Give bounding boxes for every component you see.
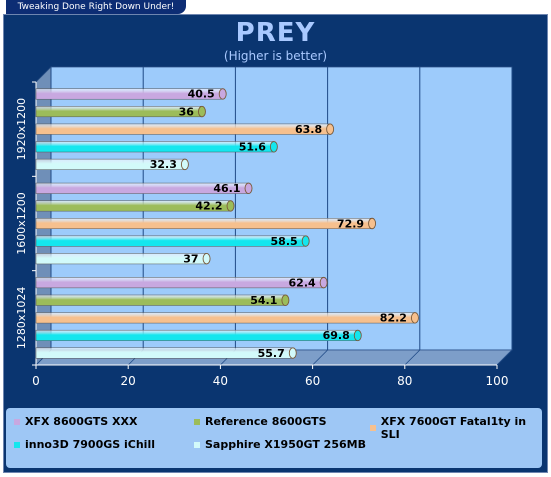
bar-value-label: 72.9 — [337, 217, 364, 230]
bar — [35, 294, 290, 306]
bar-value-label: 54.1 — [250, 294, 277, 307]
legend-item: XFX 8600GTS XXX — [14, 415, 137, 428]
bar — [35, 141, 278, 153]
bar-body — [35, 347, 294, 359]
legend-label: Sapphire X1950GT 256MB — [205, 438, 366, 451]
bar-cap — [218, 88, 227, 100]
chart-subtitle: (Higher is better) — [223, 49, 328, 63]
bar — [35, 253, 211, 265]
bar — [35, 217, 377, 230]
bar — [35, 158, 189, 171]
bar — [35, 347, 297, 359]
legend-swatch — [194, 418, 200, 425]
bar-body — [35, 294, 286, 306]
bar — [35, 276, 328, 289]
bar-value-label: 32.3 — [150, 158, 177, 171]
bar — [35, 123, 335, 135]
bar-cap — [198, 105, 206, 118]
bar-body — [35, 329, 359, 341]
bar-value-label: 62.4 — [289, 276, 316, 289]
bar-body — [35, 235, 306, 247]
legend-label: Reference 8600GTS — [205, 415, 327, 428]
bar-cap — [410, 312, 419, 324]
category-label: 1920x1200 — [15, 98, 28, 161]
bar-value-label: 46.1 — [213, 182, 240, 195]
bar-value-label: 69.8 — [323, 329, 350, 342]
legend-label: XFX 7600GT Fatal1ty in SLI — [380, 415, 527, 441]
legend-swatch — [370, 425, 376, 431]
bar-cap — [301, 235, 310, 247]
legend-item: Sapphire X1950GT 256MB — [194, 438, 366, 451]
bar-cap — [353, 329, 362, 342]
bar — [35, 312, 419, 324]
bar-value-label: 42.2 — [195, 200, 222, 213]
bar-cap — [202, 253, 211, 265]
legend-swatch — [14, 418, 20, 425]
legend-label: inno3D 7900GS iChill — [25, 438, 155, 451]
bar-cap — [269, 141, 278, 153]
bar-cap — [288, 347, 297, 359]
bar-cap — [226, 200, 235, 212]
legend-swatch — [14, 441, 20, 448]
x-tick-label: 80 — [397, 374, 412, 388]
bar-body — [35, 312, 416, 324]
bar-value-label: 37 — [183, 252, 198, 265]
x-tick-label: 40 — [213, 374, 228, 388]
bar-body — [35, 277, 324, 289]
bar-body — [35, 253, 207, 265]
bar-body — [35, 123, 331, 135]
legend-item: Reference 8600GTS — [194, 415, 327, 428]
bar-value-label: 58.5 — [271, 235, 298, 248]
bar-cap — [368, 217, 377, 230]
bar-value-label: 63.8 — [295, 123, 322, 136]
floor-gridline — [496, 349, 513, 366]
x-tick-label: 100 — [486, 374, 509, 388]
bar-cap — [319, 276, 328, 289]
bar-cap — [244, 182, 253, 195]
bar-value-label: 82.2 — [380, 312, 407, 325]
bar-body — [35, 218, 373, 229]
floor-gridline — [312, 349, 328, 366]
bar — [35, 88, 227, 100]
bar — [35, 329, 362, 342]
bar-value-label: 55.7 — [258, 347, 285, 360]
category-label: 1600x1200 — [15, 192, 28, 255]
bar — [35, 200, 235, 212]
x-tick-label: 20 — [121, 374, 136, 388]
legend-item: inno3D 7900GS iChill — [14, 438, 155, 451]
bar-value-label: 51.6 — [239, 141, 266, 154]
bar-body — [35, 106, 203, 118]
x-tick-label: 60 — [305, 374, 320, 388]
bar — [35, 235, 310, 247]
bar-value-label: 40.5 — [188, 88, 215, 101]
chart-legend: XFX 8600GTS XXX Reference 8600GTS XFX 7600… — [6, 408, 542, 468]
bar-cap — [180, 158, 189, 171]
site-tagline-tab: Tweaking Done Right Down Under! — [6, 0, 186, 14]
bar — [35, 105, 206, 118]
bar-cap — [281, 294, 290, 306]
chart-title: PREY — [235, 18, 316, 48]
floor-gridline — [404, 349, 421, 366]
bar-value-label: 36 — [179, 105, 195, 118]
legend-label: XFX 8600GTS XXX — [25, 415, 138, 428]
bar — [35, 182, 253, 195]
legend-swatch — [194, 441, 200, 448]
bar-cap — [326, 123, 335, 135]
legend-item: XFX 7600GT Fatal1ty in SLI — [370, 415, 542, 441]
x-tick-label: 0 — [32, 374, 40, 388]
category-label: 1280x1024 — [15, 287, 28, 350]
